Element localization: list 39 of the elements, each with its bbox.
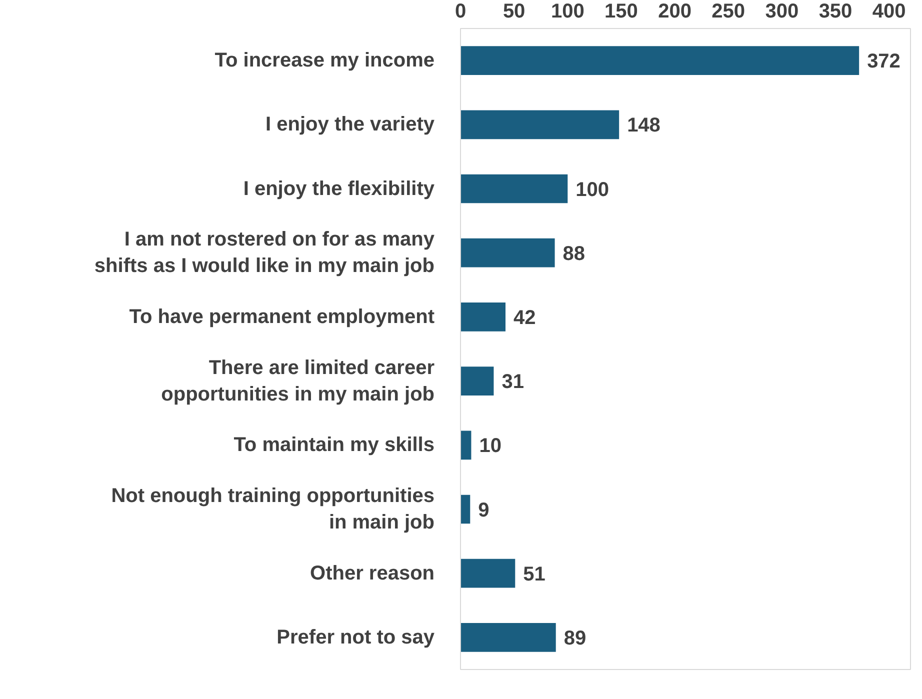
y-tick-label: Other reason (310, 562, 434, 584)
bar (460, 430, 472, 460)
bar (460, 494, 470, 524)
y-tick-label: To maintain my skills (234, 434, 435, 456)
x-tick-label: 50 (502, 0, 526, 22)
data-label: 42 (514, 306, 536, 329)
data-label: 372 (867, 50, 900, 73)
x-tick-label: 350 (818, 0, 852, 22)
data-label: 51 (523, 563, 546, 586)
y-tick-label: To increase my income (214, 50, 434, 72)
bar (460, 110, 620, 140)
x-tick-label: 400 (872, 0, 906, 22)
x-tick-label: 150 (604, 0, 638, 22)
data-label: 89 (564, 627, 586, 650)
bar (460, 238, 555, 268)
bar (460, 302, 506, 332)
data-label: 9 (478, 499, 490, 522)
x-tick-label: 100 (550, 0, 584, 22)
x-tick-label: 300 (765, 0, 799, 22)
bar (460, 366, 494, 396)
x-tick-label: 200 (658, 0, 692, 22)
bar (460, 623, 556, 652)
y-tick-label: Prefer not to say (276, 626, 436, 648)
y-tick-label: I am not rostered on for as many shifts as I would like in my main job (94, 228, 436, 278)
x-tick-label: 0 (454, 0, 466, 22)
data-label: 88 (562, 242, 586, 265)
y-tick-label: To have permanent employment (129, 306, 435, 328)
bar (460, 174, 568, 204)
bar (460, 558, 516, 588)
data-label: 148 (627, 114, 660, 137)
data-label: 100 (576, 178, 610, 201)
x-tick-label: 250 (712, 0, 746, 22)
y-tick-label: There are limited career opportunities in my main job (161, 356, 435, 406)
bar (460, 46, 860, 75)
data-label: 31 (502, 371, 524, 394)
data-label: 10 (479, 435, 502, 458)
y-tick-label: I enjoy the flexibility (243, 178, 436, 200)
y-tick-label: I enjoy the variety (266, 114, 436, 136)
y-tick-label: Not enough training opportunities in main job (111, 485, 435, 534)
